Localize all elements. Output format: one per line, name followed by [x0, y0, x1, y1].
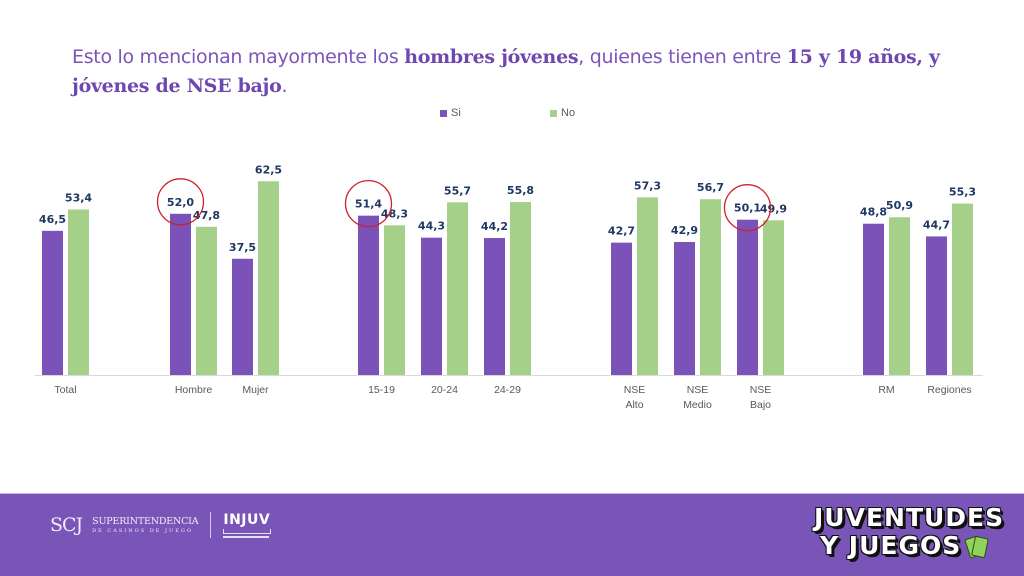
bar-no-rm — [889, 217, 910, 375]
bar-si-regiones — [926, 236, 947, 375]
data-label-no-rm: 50,9 — [886, 199, 913, 212]
injuv-logo: INJUV — [223, 512, 272, 538]
bar-no-nse-medio — [700, 199, 721, 375]
legend-item-no: No — [550, 107, 575, 119]
category-label-20-24: 20-24 — [431, 384, 458, 396]
data-label-si-20-24: 44,3 — [418, 220, 445, 233]
data-label-no-nse-medio: 56,7 — [697, 181, 724, 194]
legend-label-si: Si — [451, 107, 461, 119]
data-label-no-20-24: 55,7 — [444, 184, 471, 197]
headline-text-1: Esto lo mencionan mayormente los — [72, 46, 405, 68]
data-label-no-nse-alto: 57,3 — [634, 179, 661, 192]
brand-line-2: Y JUEGOS — [820, 531, 962, 560]
bar-si-rm — [863, 223, 884, 375]
bar-no-hombre — [196, 226, 217, 375]
bar-no-20-24 — [447, 202, 468, 375]
category-label-hombre: Hombre — [175, 384, 213, 396]
bar-si-total — [42, 230, 63, 375]
footer-bar: SCJ SUPERINTENDENCIA DE CASINOS DE JUEGO… — [0, 493, 1024, 576]
data-label-no-15-19: 48,3 — [381, 207, 408, 220]
injuv-underline — [223, 529, 272, 534]
category-label-rm: RM — [878, 384, 894, 396]
legend-swatch-si — [440, 109, 447, 117]
category-label-total: Total — [54, 384, 76, 396]
category-label-nse-medio-line1: NSE — [687, 384, 709, 396]
bar-si-nse-alto — [611, 242, 632, 375]
bar-si-nse-bajo — [737, 219, 758, 375]
headline-text-2: , quienes tienen entre — [578, 46, 787, 68]
scj-logo: SCJ SUPERINTENDENCIA DE CASINOS DE JUEGO… — [50, 512, 272, 538]
data-label-si-nse-alto: 42,7 — [608, 225, 635, 238]
injuv-subline — [223, 536, 270, 538]
bar-no-mujer — [258, 181, 279, 375]
bar-chart: 46,5 53,4 Total 52,047,8 Hombre 37,5 62,5 Mujer… — [35, 163, 983, 411]
highlight-circle-nse-bajo — [723, 184, 772, 232]
bar-no-24-29 — [510, 202, 531, 375]
category-label-15-19: 15-19 — [368, 384, 395, 396]
data-label-no-24-29: 55,8 — [507, 184, 534, 197]
data-label-si-nse-medio: 42,9 — [671, 224, 698, 237]
highlight-circle-hombre — [156, 178, 205, 226]
scj-name-line1: SUPERINTENDENCIA — [92, 516, 199, 527]
bar-si-nse-medio — [674, 242, 695, 375]
data-label-si-total: 46,5 — [39, 213, 66, 226]
cards-icon — [964, 535, 990, 559]
data-label-no-hombre: 47,8 — [193, 209, 220, 222]
chart-legend: Si No — [0, 107, 1024, 123]
data-label-no-mujer: 62,5 — [255, 163, 282, 176]
slide-headline: Esto lo mencionan mayormente los hombres… — [72, 43, 952, 101]
data-label-si-regiones: 44,7 — [923, 218, 950, 231]
category-label-nse-medio-line2: Medio — [683, 399, 712, 411]
juventudes-y-juegos-logo: JUVENTUDES Y JUEGOS — [814, 504, 1014, 566]
injuv-text: INJUV — [223, 512, 271, 528]
data-label-si-15-19: 51,4 — [355, 198, 382, 211]
data-label-no-nse-bajo: 49,9 — [760, 202, 787, 215]
category-label-24-29: 24-29 — [494, 384, 521, 396]
data-label-si-rm: 48,8 — [860, 206, 887, 219]
category-label-nse-alto-line1: NSE — [624, 384, 646, 396]
footer-divider — [210, 512, 212, 538]
bar-no-nse-alto — [637, 197, 658, 375]
bar-si-24-29 — [484, 237, 505, 375]
legend-item-si: Si — [440, 107, 461, 119]
bar-si-mujer — [232, 258, 253, 375]
highlight-circle-15-19 — [344, 180, 393, 228]
bar-si-20-24 — [421, 237, 442, 375]
bar-no-total — [68, 209, 89, 375]
category-label-nse-bajo-line1: NSE — [750, 384, 772, 396]
category-label-nse-alto-line2: Alto — [625, 399, 643, 411]
headline-bold-1: hombres jóvenes — [404, 46, 579, 68]
scj-mark: SCJ — [50, 514, 83, 536]
bar-si-hombre — [170, 213, 191, 375]
bar-no-15-19 — [384, 225, 405, 375]
data-label-si-mujer: 37,5 — [229, 241, 256, 254]
category-label-mujer: Mujer — [242, 384, 269, 396]
data-label-si-nse-bajo: 50,1 — [734, 202, 761, 215]
category-label-regiones: Regiones — [927, 384, 971, 396]
bar-no-regiones — [952, 203, 973, 375]
headline-bold-2: 15 y 19 años, y jóvenes de NSE bajo — [72, 46, 940, 97]
scj-name-line2: DE CASINOS DE JUEGO — [92, 528, 193, 534]
data-label-no-regiones: 55,3 — [949, 186, 976, 199]
brand-line-1: JUVENTUDES — [814, 503, 1005, 532]
legend-swatch-no — [550, 109, 557, 117]
data-label-si-hombre: 52,0 — [167, 196, 194, 209]
data-label-si-24-29: 44,2 — [481, 220, 508, 233]
category-label-nse-bajo-line2: Bajo — [750, 399, 771, 411]
bar-si-15-19 — [358, 215, 379, 375]
legend-label-no: No — [561, 107, 576, 119]
bar-no-nse-bajo — [763, 220, 784, 375]
data-label-no-total: 53,4 — [65, 191, 92, 204]
headline-text-3: . — [281, 75, 288, 97]
